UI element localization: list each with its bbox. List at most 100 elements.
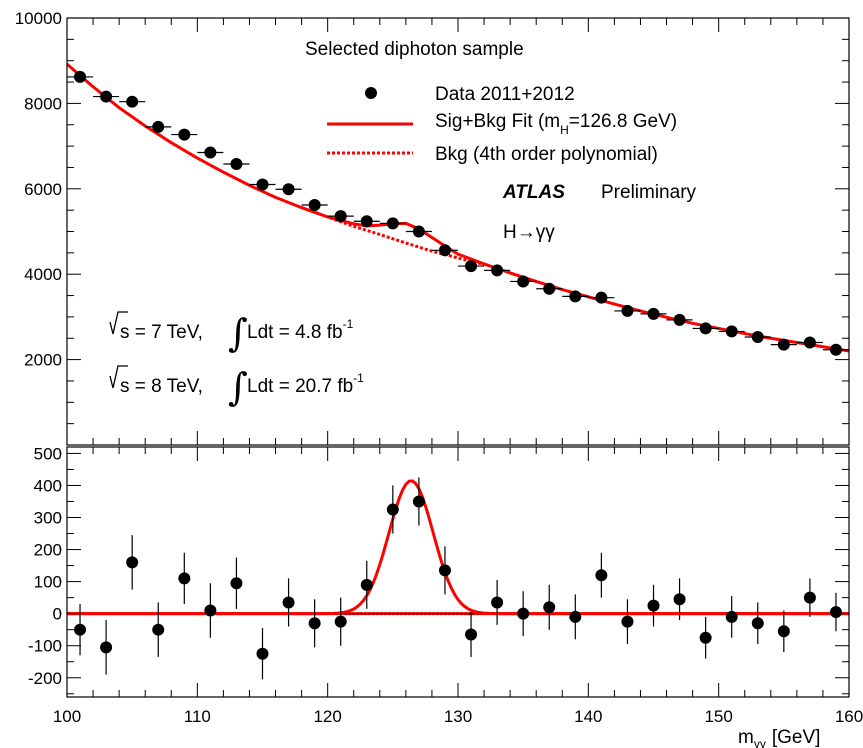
data-point bbox=[796, 336, 823, 349]
residual-marker bbox=[465, 628, 478, 641]
bottom-y-tick-label: 300 bbox=[34, 509, 62, 528]
legend: Data 2011+2012 Sig+Bkg Fit (mH=126.8 GeV… bbox=[327, 84, 677, 165]
residual-point bbox=[256, 628, 269, 680]
data-point bbox=[353, 215, 380, 228]
data-point bbox=[510, 275, 537, 288]
x-tick-label: 110 bbox=[184, 707, 211, 726]
data-point bbox=[431, 244, 458, 257]
bottom-y-tick-label: 0 bbox=[53, 605, 62, 624]
x-tick-label: 100 bbox=[53, 707, 81, 726]
residual-point bbox=[621, 599, 634, 645]
top-y-tick-labels: 2000 4000 6000 8000 10000 bbox=[15, 9, 62, 370]
data-point bbox=[197, 146, 224, 159]
data-point bbox=[484, 264, 511, 277]
data-point-marker bbox=[543, 282, 556, 295]
residual-point bbox=[543, 584, 556, 630]
residual-point bbox=[334, 597, 347, 646]
residual-marker bbox=[647, 599, 660, 612]
x-axis-label-sub: γγ bbox=[754, 737, 766, 748]
bottom-data-points bbox=[74, 477, 842, 680]
channel-label: H→γγ bbox=[503, 222, 555, 243]
bottom-y-tick-label: -100 bbox=[28, 637, 62, 656]
data-point-marker bbox=[595, 291, 608, 304]
bottom-panel: -200 -100 0 100 200 300 400 500 100 110 120 130 140… bbox=[28, 444, 863, 748]
residual-point bbox=[152, 602, 165, 657]
top-y-tick-label: 2000 bbox=[24, 351, 62, 370]
data-point bbox=[562, 290, 589, 303]
bottom-y-tick-label: 400 bbox=[34, 476, 62, 495]
data-point bbox=[458, 260, 485, 273]
data-point bbox=[67, 70, 94, 83]
signal-fit-curve bbox=[67, 479, 849, 616]
data-point bbox=[718, 325, 745, 338]
residual-point bbox=[673, 578, 686, 621]
residual-point bbox=[178, 552, 191, 605]
residual-marker bbox=[829, 606, 842, 619]
top-data-points bbox=[67, 70, 849, 356]
data-point-marker bbox=[647, 307, 660, 320]
residual-point bbox=[360, 560, 373, 609]
residual-marker bbox=[204, 604, 217, 617]
top-axes bbox=[66, 17, 850, 446]
legend-label-fit: Sig+Bkg Fit (m bbox=[435, 111, 560, 132]
data-point bbox=[93, 90, 120, 103]
data-point bbox=[666, 313, 693, 326]
data-point-marker bbox=[412, 225, 425, 238]
svg-text:mγγ[GeV]: mγγ [GeV] bbox=[738, 727, 820, 748]
top-y-tick-label: 4000 bbox=[24, 265, 62, 284]
data-point bbox=[614, 304, 641, 317]
residual-marker bbox=[412, 495, 425, 508]
lumi-8tev: s = 8 TeV, ∫ Ldt = 20.7 fb-1 bbox=[109, 365, 364, 409]
data-point-marker bbox=[100, 90, 113, 103]
data-point-marker bbox=[308, 199, 321, 212]
top-y-tick-label: 8000 bbox=[24, 94, 62, 113]
legend-label-fit-mass: =126.8 GeV) bbox=[569, 111, 677, 132]
legend-marker-data bbox=[365, 87, 377, 99]
residual-marker bbox=[438, 564, 451, 577]
data-point-marker bbox=[230, 158, 243, 171]
residual-point bbox=[412, 477, 425, 526]
residual-marker bbox=[751, 617, 764, 630]
data-point bbox=[640, 307, 667, 320]
residual-point bbox=[751, 602, 764, 645]
residual-point bbox=[725, 596, 738, 638]
sqrt-sign bbox=[109, 311, 128, 335]
data-point-marker bbox=[725, 325, 738, 338]
data-point-marker bbox=[386, 217, 399, 230]
svg-text:Sig+Bkg Fit (mH=126.8 GeV): Sig+Bkg Fit (mH=126.8 GeV) bbox=[435, 111, 677, 137]
residual-point bbox=[386, 485, 399, 534]
x-tick-label: 150 bbox=[704, 707, 732, 726]
data-point bbox=[744, 330, 771, 343]
svg-text:Ldt = 20.7 fb-1: Ldt = 20.7 fb-1 bbox=[247, 371, 364, 397]
data-point bbox=[223, 158, 250, 171]
residual-marker bbox=[178, 572, 191, 585]
residual-marker bbox=[491, 596, 504, 609]
residual-marker bbox=[803, 591, 816, 604]
residual-point bbox=[647, 584, 660, 627]
status-label: Preliminary bbox=[601, 182, 697, 203]
data-point-marker bbox=[178, 128, 191, 141]
residual-point bbox=[777, 610, 790, 653]
residual-point bbox=[282, 578, 295, 627]
data-point bbox=[327, 210, 354, 223]
lumi-7tev-value: Ldt = 4.8 fb bbox=[247, 322, 343, 343]
data-point-marker bbox=[777, 338, 790, 351]
top-panel: 2000 4000 6000 8000 10000 Selected diphoton … bbox=[15, 9, 850, 446]
x-tick-label: 140 bbox=[574, 707, 602, 726]
residual-marker bbox=[725, 610, 738, 623]
residual-point bbox=[204, 583, 217, 638]
residual-marker bbox=[334, 615, 347, 628]
legend-label-fit-sub: H bbox=[560, 123, 569, 137]
residual-marker bbox=[360, 578, 373, 591]
residual-marker bbox=[152, 623, 165, 636]
residual-point bbox=[438, 546, 451, 595]
residual-marker bbox=[777, 625, 790, 638]
top-y-tick-label: 10000 bbox=[15, 9, 62, 28]
x-axis-label: m bbox=[738, 727, 754, 748]
residual-point bbox=[465, 612, 478, 657]
data-point bbox=[822, 343, 849, 356]
data-point bbox=[275, 183, 302, 196]
data-point-marker bbox=[282, 183, 295, 196]
data-point bbox=[405, 225, 432, 238]
